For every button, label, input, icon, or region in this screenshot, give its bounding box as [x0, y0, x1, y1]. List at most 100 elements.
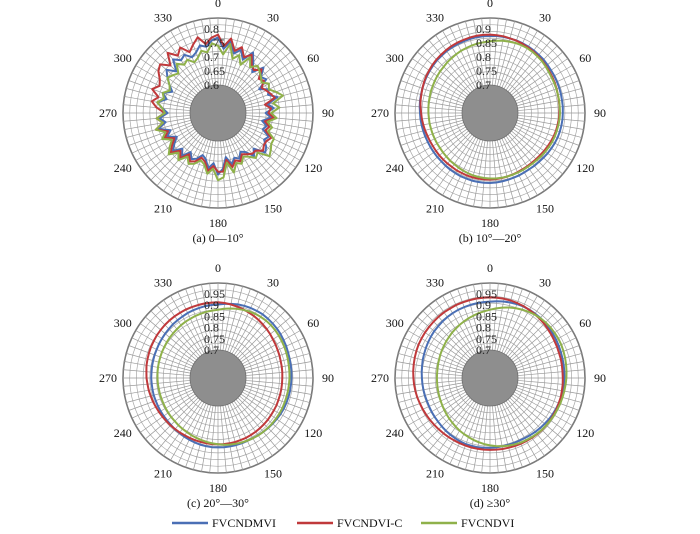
- radial-tick-label: 0.65: [204, 64, 225, 78]
- grid-spoke: [242, 65, 301, 100]
- caption-d: (d) ≥30°: [470, 496, 511, 510]
- grid-spoke: [512, 128, 569, 168]
- radial-tick-label: 0.7: [476, 78, 491, 92]
- grid-spoke: [507, 40, 552, 92]
- grid-spoke: [516, 80, 580, 104]
- angle-label: 240: [114, 426, 132, 440]
- grid-spoke: [222, 405, 235, 472]
- grid-spoke: [245, 380, 313, 387]
- grid-spoke: [411, 58, 468, 98]
- radial-tick-label: 0.9: [204, 298, 219, 312]
- grid-spoke: [507, 305, 552, 357]
- grid-spoke: [131, 389, 193, 419]
- grid-spoke: [449, 26, 479, 88]
- grid-spoke: [507, 399, 552, 451]
- grid-spoke: [245, 117, 312, 130]
- grid-spoke: [505, 34, 545, 91]
- radar-panel-b: 0.70.750.80.850.9 0 30 60 90 120 150 180 210 240 2…: [371, 0, 606, 230]
- grid-spoke: [407, 391, 466, 426]
- grid-spoke: [516, 345, 580, 369]
- radial-tick-label: 0.95: [204, 287, 225, 301]
- angle-label: 0: [487, 0, 493, 10]
- grid-spoke: [515, 72, 577, 102]
- grid-spoke: [400, 80, 464, 104]
- angle-label: 150: [264, 201, 282, 215]
- grid-spoke: [244, 122, 308, 146]
- grid-spoke: [407, 330, 466, 365]
- angle-label: 90: [322, 371, 334, 385]
- grid-spoke: [240, 393, 297, 433]
- grid-spoke: [128, 80, 192, 104]
- grid-spoke: [481, 18, 488, 86]
- grid-spoke: [123, 380, 191, 387]
- grid-spoke: [231, 295, 266, 354]
- grid-spoke: [239, 51, 291, 96]
- radial-tick-label: 0.7: [476, 343, 491, 357]
- grid-spoke: [245, 115, 313, 122]
- grid-spoke: [145, 51, 197, 96]
- grid-spoke: [505, 299, 545, 356]
- grid-spoke: [244, 384, 310, 403]
- grid-spoke: [220, 405, 227, 473]
- angle-label: 30: [267, 11, 279, 25]
- grid-spoke: [131, 72, 193, 102]
- grid-spoke: [512, 393, 569, 433]
- grid-spoke: [501, 26, 531, 88]
- grid-spoke: [515, 389, 577, 419]
- grid-spoke: [494, 140, 507, 207]
- grid-spoke: [507, 134, 552, 186]
- radial-tick-label: 0.85: [476, 36, 497, 50]
- grid-spoke: [514, 126, 573, 161]
- grid-spoke: [243, 337, 305, 367]
- grid-spoke: [126, 384, 192, 403]
- angle-label: 120: [576, 161, 594, 175]
- angle-label: 30: [539, 276, 551, 290]
- grid-spoke: [516, 119, 582, 138]
- grid-spoke: [407, 65, 466, 100]
- grid-spoke: [494, 405, 507, 472]
- grid-spoke: [237, 310, 286, 359]
- grid-spoke: [243, 72, 305, 102]
- grid-spoke: [509, 45, 558, 94]
- grid-spoke: [245, 382, 312, 395]
- grid-spoke: [496, 21, 515, 87]
- grid-spoke: [503, 295, 538, 354]
- grid-spoke: [515, 124, 577, 154]
- angle-label: 60: [307, 51, 319, 65]
- caption-a: (a) 0—10°: [192, 231, 243, 245]
- grid-spoke: [517, 369, 585, 376]
- grid-spoke: [465, 139, 484, 205]
- grid-spoke: [517, 380, 585, 387]
- grid-spoke: [517, 104, 585, 111]
- grid-spoke: [193, 21, 212, 87]
- grid-spoke: [245, 361, 312, 374]
- angle-label: 240: [114, 161, 132, 175]
- radial-tick-label: 0.95: [476, 287, 497, 301]
- grid-spoke: [499, 23, 523, 87]
- angle-label: 240: [386, 426, 404, 440]
- grid-spoke: [511, 395, 563, 440]
- caption-b: (b) 10°—20°: [459, 231, 522, 245]
- angle-label: 330: [426, 11, 444, 25]
- series-fvcndmvi: [150, 302, 293, 449]
- grid-spoke: [499, 139, 523, 203]
- grid-spoke: [435, 400, 475, 457]
- grid-spoke: [231, 137, 266, 196]
- grid-spoke: [417, 316, 469, 361]
- grid-spoke: [150, 132, 199, 181]
- grid-spoke: [224, 404, 243, 470]
- grid-spoke: [514, 65, 573, 100]
- radial-tick-label: 0.85: [476, 309, 497, 323]
- grid-spoke: [150, 45, 199, 94]
- grid-spoke: [177, 291, 207, 353]
- grid-spoke: [237, 397, 286, 446]
- series-fvcndvi: [154, 42, 284, 182]
- center-disc: [189, 349, 247, 407]
- grid-spoke: [124, 117, 191, 130]
- grid-spoke: [209, 140, 216, 208]
- grid-spoke: [128, 122, 192, 146]
- grid-spoke: [492, 140, 499, 208]
- grid-spoke: [244, 119, 310, 138]
- grid-spoke: [156, 305, 201, 357]
